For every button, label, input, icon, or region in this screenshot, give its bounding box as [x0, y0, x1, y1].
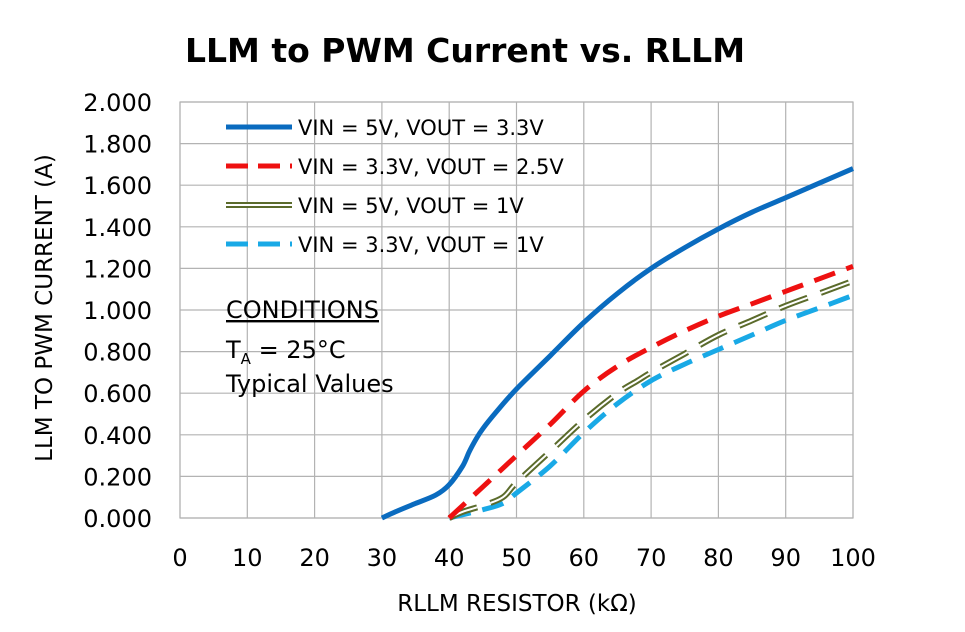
x-tick-label: 30	[367, 544, 398, 572]
y-tick-label: 0.000	[83, 505, 152, 533]
series-path	[448, 279, 854, 519]
legend-entry-4: VIN = 3.3V, VOUT = 1V	[226, 233, 544, 257]
x-axis-label: RLLM RESISTOR (kΩ)	[397, 591, 637, 617]
legend: VIN = 5V, VOUT = 3.3V VIN = 3.3V, VOUT = …	[226, 116, 564, 257]
y-tick-label: 1.200	[83, 255, 152, 283]
series-path	[447, 263, 854, 520]
y-tick-label: 1.600	[83, 172, 152, 200]
legend-entry-1: VIN = 5V, VOUT = 3.3V	[226, 116, 544, 140]
chart-title: LLM to PWM Current vs. RLLM	[185, 31, 745, 70]
legend-entry-2: VIN = 3.3V, VOUT = 2.5V	[226, 155, 564, 179]
y-tick-label: 0.200	[83, 463, 152, 491]
legend-entry-3: VIN = 5V, VOUT = 1V	[226, 194, 524, 218]
x-tick-label: 10	[232, 544, 263, 572]
y-tick-label: 1.000	[83, 297, 152, 325]
ta-symbol: T	[225, 336, 241, 364]
x-tick-label: 50	[501, 544, 532, 572]
x-tick-label: 40	[434, 544, 465, 572]
y-axis-label: LLM TO PWM CURRENT (A)	[32, 154, 58, 462]
legend-label: VIN = 5V, VOUT = 1V	[298, 194, 524, 218]
y-tick-label: 1.400	[83, 214, 152, 242]
y-tick-label: 2.000	[83, 89, 152, 117]
x-tick-label: 60	[569, 544, 600, 572]
y-tick-label: 0.600	[83, 380, 152, 408]
ta-subscript: A	[241, 350, 252, 368]
y-tick-label: 0.800	[83, 339, 152, 367]
series-4-line	[448, 293, 854, 521]
series-lines	[380, 166, 855, 521]
x-tick-label: 100	[830, 544, 876, 572]
x-tick-label: 0	[172, 544, 187, 572]
series-path	[380, 166, 854, 521]
legend-label: VIN = 5V, VOUT = 3.3V	[298, 116, 544, 140]
y-axis-ticks: 0.000 0.200 0.400 0.600 0.800 1.000 1.200 1.400…	[83, 89, 152, 533]
y-tick-label: 1.800	[83, 131, 152, 159]
x-tick-label: 20	[299, 544, 330, 572]
legend-label: VIN = 3.3V, VOUT = 1V	[298, 233, 544, 257]
ta-value: = 25°C	[251, 336, 346, 364]
plot-area	[179, 101, 854, 519]
conditions-annotation: CONDITIONS TA = 25°C Typical Values	[225, 296, 394, 398]
x-axis-ticks: 0 10 20 30 40 50 60 70 80 90 100	[172, 544, 876, 572]
series-3-line	[447, 278, 855, 521]
series-path	[448, 293, 854, 521]
legend-label: VIN = 3.3V, VOUT = 2.5V	[298, 155, 564, 179]
series-2-line	[447, 263, 854, 520]
x-tick-label: 70	[636, 544, 667, 572]
x-tick-label: 80	[703, 544, 734, 572]
ambient-temperature-label: TA = 25°C	[225, 336, 346, 368]
typical-values-label: Typical Values	[225, 370, 394, 398]
series-1-line	[380, 166, 854, 521]
conditions-title: CONDITIONS	[226, 296, 379, 324]
x-tick-label: 90	[770, 544, 801, 572]
y-tick-label: 0.400	[83, 422, 152, 450]
plot-border	[179, 101, 854, 519]
